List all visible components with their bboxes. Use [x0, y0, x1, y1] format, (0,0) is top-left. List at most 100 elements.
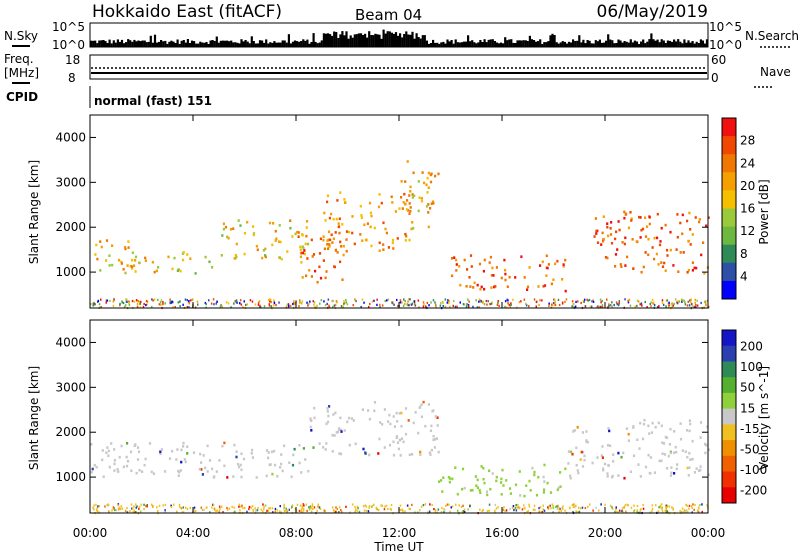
nsky-bar — [98, 40, 101, 47]
power-cell — [687, 300, 689, 303]
velocity-cell — [266, 509, 268, 512]
nsky-bar — [172, 41, 175, 47]
power-cell — [478, 306, 480, 309]
velocity-cell — [408, 507, 410, 510]
velocity-cell — [108, 510, 110, 513]
power-cell — [286, 303, 288, 306]
velocity-cell — [573, 429, 576, 432]
velocity-cell — [184, 460, 187, 464]
velocity-cell — [581, 465, 585, 468]
nsky-bar — [516, 40, 519, 47]
velocity-cell — [505, 509, 508, 512]
power-cell — [693, 266, 696, 270]
power-cell — [123, 305, 126, 308]
power-cell — [382, 221, 385, 225]
power-cell — [158, 303, 161, 306]
nsky-bar — [104, 41, 107, 47]
power-cell — [122, 301, 125, 305]
velocity-cell — [274, 510, 276, 513]
velocity-cell — [96, 510, 99, 513]
nsky-bar — [287, 34, 290, 47]
velocity-cell — [115, 509, 117, 512]
power-cell — [628, 298, 631, 301]
velocity-cell — [624, 504, 626, 507]
power-cell — [408, 238, 411, 242]
power-cell — [626, 255, 629, 259]
power-cell — [442, 301, 444, 304]
nsky-bar — [207, 44, 210, 47]
velocity-cell — [666, 504, 669, 507]
velocity-cell — [136, 446, 140, 449]
power-cell — [339, 260, 342, 264]
power-cell — [658, 243, 662, 247]
velocity-cell — [451, 477, 454, 481]
velocity-cell — [684, 510, 687, 513]
nsky-bar — [190, 40, 194, 47]
power-cell — [429, 207, 432, 210]
nsky-tick-bottom: 10^0 — [52, 38, 85, 52]
power-cell — [554, 303, 556, 306]
power-cell — [625, 212, 628, 216]
power-cell — [478, 262, 482, 266]
nsky-bar — [339, 34, 342, 47]
velocity-cell — [273, 449, 276, 453]
power-cell — [129, 264, 132, 268]
nsky-bar — [322, 33, 325, 47]
velocity-cell — [203, 508, 205, 512]
velocity-colorbar-tick: -50 — [740, 443, 760, 457]
power-cell — [343, 302, 345, 305]
velocity-cell — [118, 455, 121, 459]
power-cell — [682, 251, 685, 254]
velocity-cell — [603, 462, 607, 466]
nsky-bar — [359, 33, 363, 47]
power-cell — [299, 255, 302, 259]
velocity-cell — [693, 508, 695, 511]
nsky-bar — [168, 41, 171, 47]
velocity-cell — [679, 437, 683, 441]
velocity-cell — [138, 505, 141, 508]
power-cell — [181, 258, 185, 262]
velocity-cell — [201, 508, 204, 512]
power-cell — [467, 298, 469, 301]
power-cell — [273, 299, 275, 302]
velocity-cell — [684, 450, 687, 454]
velocity-cell — [331, 450, 334, 453]
power-cell — [472, 305, 474, 308]
nsky-bar — [617, 39, 620, 47]
power-cell — [112, 304, 115, 307]
power-cell — [487, 300, 489, 303]
velocity-colorbar-segment — [722, 440, 736, 457]
velocity-cell — [581, 431, 584, 434]
power-cell — [562, 263, 565, 266]
power-cell — [264, 247, 267, 251]
power-cell — [409, 206, 412, 209]
velocity-cell — [216, 509, 219, 512]
nsky-bar — [489, 39, 492, 47]
velocity-cell — [354, 505, 356, 509]
power-cell — [355, 300, 357, 303]
velocity-cell — [533, 504, 536, 507]
power-cell — [483, 258, 486, 262]
power-cell — [128, 303, 131, 306]
power-cell — [414, 300, 416, 303]
nsky-bar — [555, 42, 558, 47]
power-cell — [172, 306, 174, 309]
velocity-cell — [601, 456, 604, 459]
power-cell — [583, 298, 586, 301]
velocity-cell — [660, 459, 663, 463]
velocity-cell — [193, 506, 196, 509]
velocity-cell — [617, 511, 620, 514]
power-cell — [333, 265, 336, 268]
velocity-cell — [98, 505, 101, 508]
velocity-cell — [377, 509, 380, 512]
velocity-cell — [135, 471, 138, 475]
velocity-cell — [176, 448, 179, 451]
velocity-cell — [528, 505, 531, 508]
power-cell — [300, 261, 303, 264]
velocity-cell — [343, 429, 346, 432]
velocity-cell — [419, 509, 421, 512]
power-cell — [614, 253, 618, 256]
power-cell — [334, 303, 337, 306]
velocity-cell — [446, 503, 449, 506]
velocity-cell — [305, 503, 308, 506]
